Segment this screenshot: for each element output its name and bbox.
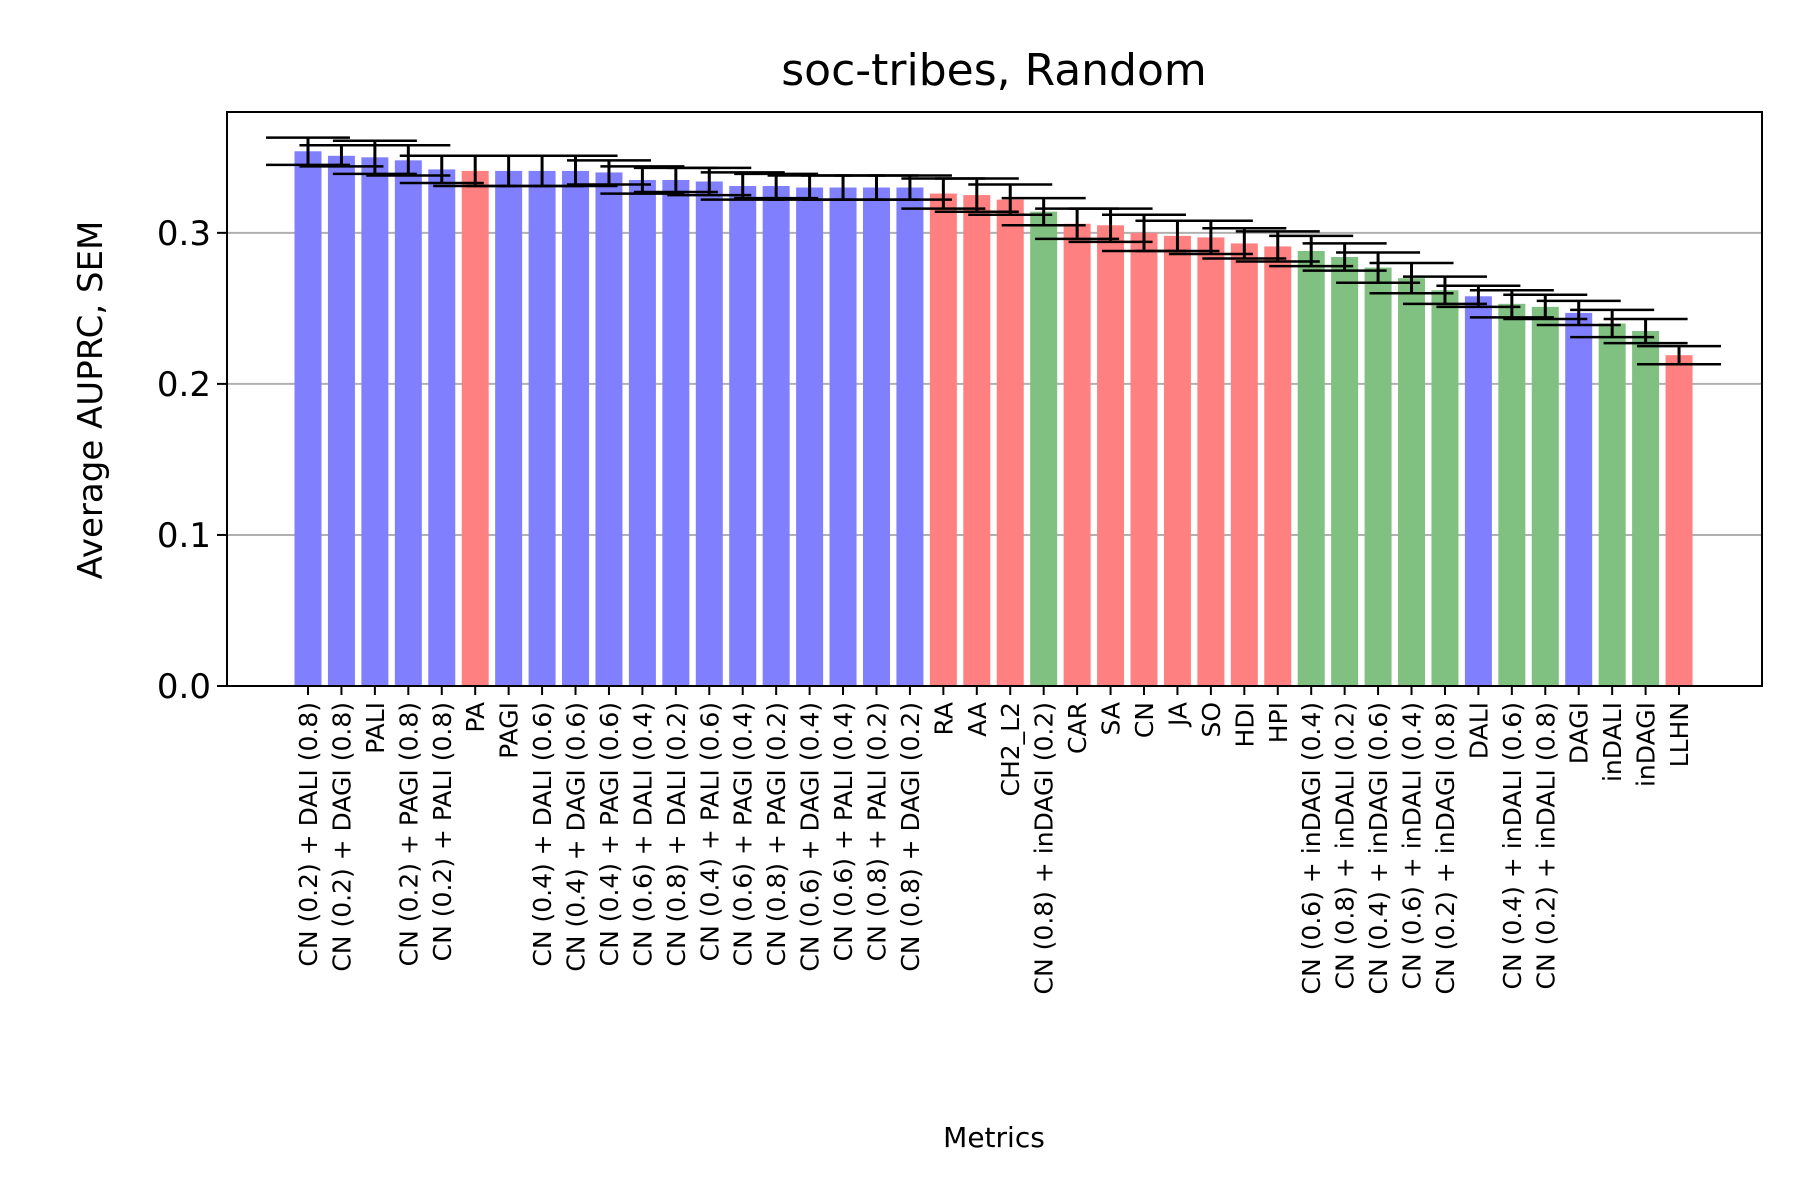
bar [461,170,489,686]
chart-title: soc-tribes, Random [781,45,1207,96]
x-tick-label: CN (0.8) + PALI (0.2) [862,702,891,961]
x-tick-label: RA [929,702,958,735]
x-tick-label: CN (0.2) + inDAGI (0.8) [1431,702,1460,994]
bar [361,157,389,686]
bar [495,170,523,686]
x-tick-label: CN (0.8) + PAGI (0.2) [762,702,791,966]
x-tick-label: CN (0.6) + PALI (0.4) [829,702,858,961]
bar [695,181,723,687]
bar [1063,223,1091,687]
plot-frame [226,111,1763,687]
error-bars [266,136,1722,366]
x-tick-label: CN (0.2) + DAGI (0.8) [327,702,356,972]
bar [1464,296,1492,686]
bar [327,155,355,686]
x-tick-label: LLHN [1665,702,1694,767]
bar [1498,303,1526,686]
bar [1431,290,1459,686]
x-tick-label: PA [461,702,490,733]
x-tick-label: PALI [361,702,390,754]
bar [1163,235,1191,686]
x-tick-label: CN (0.6) + PAGI (0.4) [729,702,758,966]
x-tick-label: CN (0.2) + DALI (0.8) [294,702,323,967]
bars [294,151,1693,687]
bar [1364,267,1392,686]
x-tick-label: CN (0.8) + inDAGI (0.2) [1030,702,1059,994]
bar [1398,278,1426,686]
y-tick-label: 0.3 [157,214,211,254]
x-tick-label: CH2_L2 [996,702,1025,797]
y-axis-ticks: 0.0 0.1 0.2 0.3 [157,214,227,707]
y-tick-label: 0.2 [157,365,211,405]
x-tick-label: CN (0.4) + inDALI (0.6) [1498,702,1527,989]
x-tick-label: CN (0.2) + inDALI (0.8) [1531,702,1560,989]
x-tick-label: inDAGI [1632,702,1661,787]
bar [595,172,623,687]
bar [762,186,790,686]
x-tick-label: HPI [1264,702,1293,743]
x-tick-label: AA [963,702,992,737]
x-axis-ticks: CN (0.2) + DALI (0.8) CN (0.2) + DAGI (0.… [294,686,1694,994]
x-tick-label: CN (0.4) + DALI (0.6) [528,702,557,967]
bar [1230,243,1258,687]
bar [1331,257,1359,686]
bar [862,187,890,687]
bar [1097,225,1125,686]
x-tick-label: CN (0.8) + DAGI (0.2) [896,702,925,972]
bar [1665,355,1693,686]
x-tick-label: CN (0.2) + PALI (0.8) [428,702,457,961]
y-tick-label: 0.1 [157,516,211,556]
x-tick-label: CN (0.6) + inDALI (0.4) [1398,702,1427,989]
x-tick-label: PAGI [495,702,524,759]
x-tick-label: CN (0.4) + PALI (0.6) [695,702,724,961]
bar [662,179,690,686]
bar [628,179,656,686]
bar [1030,211,1058,686]
bar [394,160,422,686]
bar [929,193,957,686]
y-tick-label: 0.0 [157,667,211,707]
x-tick-label: CN (0.4) + inDAGI (0.6) [1364,702,1393,994]
x-tick-label: CN (0.8) + inDALI (0.2) [1331,702,1360,989]
x-tick-label: SA [1097,702,1126,735]
x-tick-label: CAR [1063,702,1092,754]
x-tick-label: CN (0.6) + inDAGI (0.4) [1297,702,1326,994]
bar [996,199,1024,686]
bar [1632,331,1660,686]
bar [294,151,322,686]
bar [528,170,556,686]
bar [1297,250,1325,686]
bar [428,169,456,686]
bar [796,187,824,687]
x-tick-label: DAGI [1565,702,1594,764]
bar [829,187,857,687]
x-tick-label: DALI [1464,702,1493,759]
x-tick-label: CN (0.6) + DALI (0.4) [628,702,657,967]
bar [729,186,757,686]
bar [562,170,590,686]
x-tick-label: CN (0.8) + DALI (0.2) [662,702,691,967]
bar [1598,323,1626,686]
bar [1130,232,1158,686]
x-tick-label: CN (0.4) + DAGI (0.6) [562,702,591,972]
bar [896,187,924,687]
x-tick-label: JA [1163,702,1192,728]
x-tick-label: CN (0.6) + DAGI (0.4) [796,702,825,972]
bar [963,195,991,686]
x-tick-label: SO [1197,702,1226,738]
bar [1565,312,1593,686]
x-tick-label: inDALI [1598,702,1627,782]
bar [1197,237,1225,686]
bar [1531,306,1559,686]
x-tick-label: CN (0.4) + PAGI (0.6) [595,702,624,966]
x-axis-label: Metrics [943,1121,1045,1154]
x-tick-label: CN (0.2) + PAGI (0.8) [394,702,423,966]
x-tick-label: HDI [1230,702,1259,747]
y-axis-label: Average AUPRC, SEM [71,221,111,580]
bar [1264,246,1292,687]
x-tick-label: CN [1130,702,1159,738]
